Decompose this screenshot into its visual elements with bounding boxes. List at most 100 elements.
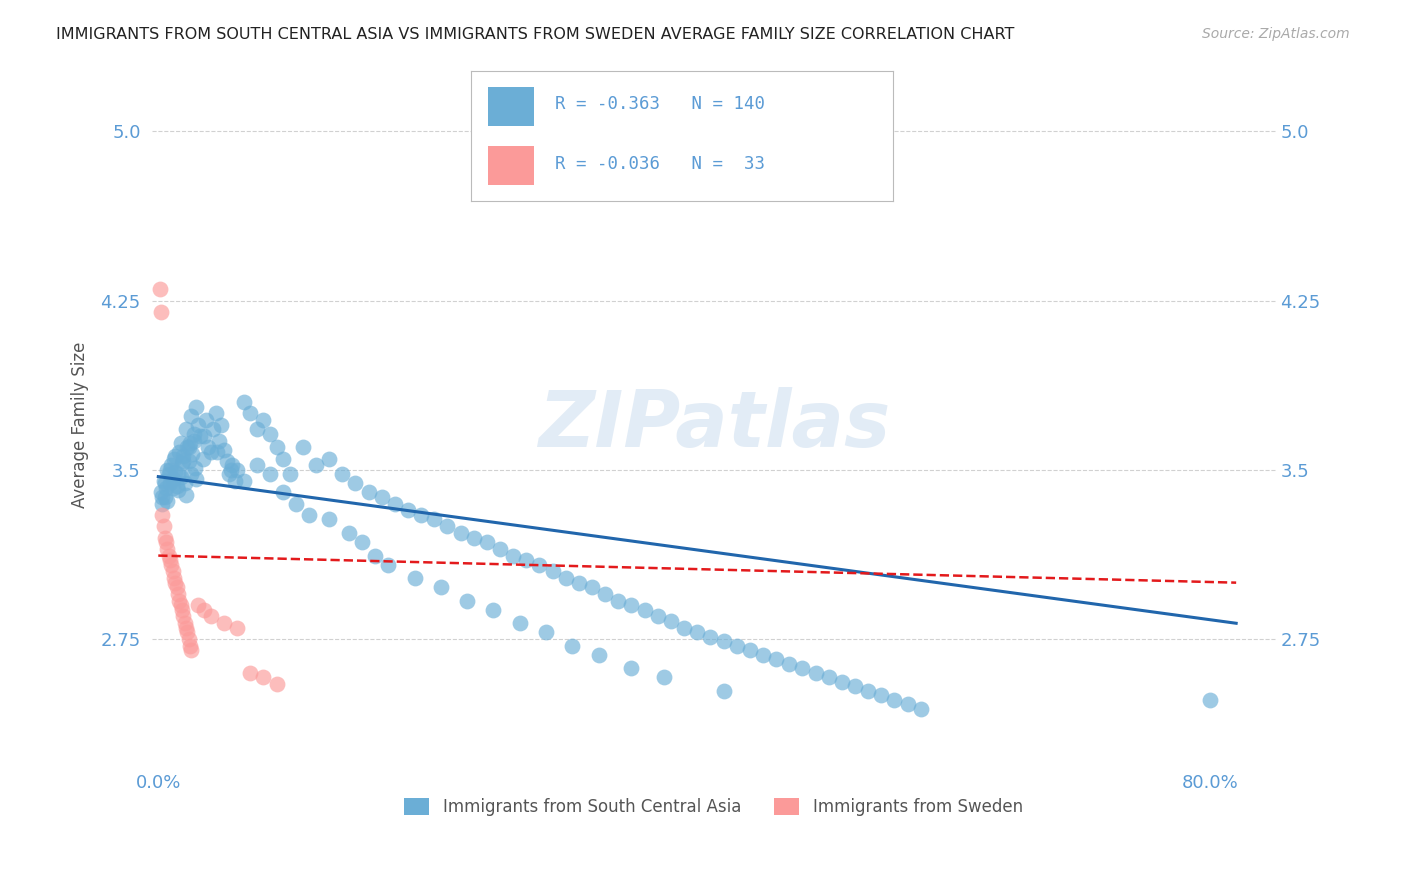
Point xyxy=(193,603,215,617)
Point xyxy=(176,440,198,454)
Point xyxy=(475,535,498,549)
Point xyxy=(165,575,187,590)
Point xyxy=(411,508,433,522)
Point xyxy=(291,440,314,454)
Point xyxy=(207,445,229,459)
Point xyxy=(149,305,172,319)
Point xyxy=(215,454,238,468)
Point xyxy=(157,467,180,482)
Point xyxy=(165,465,187,479)
Point xyxy=(169,593,191,607)
Point xyxy=(534,625,557,640)
Point xyxy=(350,535,373,549)
Point xyxy=(633,603,655,617)
Point xyxy=(149,485,172,500)
Point xyxy=(174,488,197,502)
Point xyxy=(482,603,505,617)
Point xyxy=(197,440,219,454)
Point xyxy=(588,648,610,662)
Point xyxy=(153,531,176,545)
Point xyxy=(337,526,360,541)
Point xyxy=(896,698,918,712)
Point xyxy=(581,580,603,594)
Point xyxy=(169,445,191,459)
Point xyxy=(404,571,426,585)
Point xyxy=(166,580,188,594)
Point xyxy=(152,474,174,488)
Point xyxy=(209,417,232,432)
Point xyxy=(515,553,537,567)
Point xyxy=(170,603,193,617)
Point xyxy=(593,587,616,601)
Point xyxy=(169,598,191,612)
Point xyxy=(305,458,328,473)
Point xyxy=(162,481,184,495)
Point xyxy=(149,282,172,296)
Point xyxy=(167,483,190,498)
Point xyxy=(160,558,183,572)
Point xyxy=(183,426,205,441)
Point xyxy=(686,625,709,640)
Point xyxy=(396,503,419,517)
Point xyxy=(212,442,235,457)
Point xyxy=(156,463,179,477)
Point xyxy=(318,512,340,526)
Point xyxy=(870,689,893,703)
Point xyxy=(186,472,208,486)
Point xyxy=(176,625,198,640)
Point xyxy=(183,434,205,448)
Point xyxy=(817,670,839,684)
Point xyxy=(156,494,179,508)
Point xyxy=(792,661,814,675)
Point xyxy=(713,684,735,698)
Point xyxy=(910,702,932,716)
Point xyxy=(194,413,217,427)
Point xyxy=(271,485,294,500)
Point xyxy=(384,497,406,511)
Point xyxy=(177,454,200,468)
Point xyxy=(232,395,254,409)
Point xyxy=(607,593,630,607)
Point xyxy=(259,426,281,441)
Point xyxy=(752,648,775,662)
Point xyxy=(266,440,288,454)
Bar xyxy=(488,146,534,186)
Point xyxy=(180,643,202,657)
Point xyxy=(212,616,235,631)
Point xyxy=(554,571,576,585)
Point xyxy=(463,531,485,545)
Point xyxy=(208,434,231,448)
Point xyxy=(153,476,176,491)
Point xyxy=(219,463,242,477)
Point xyxy=(647,609,669,624)
Point xyxy=(177,632,200,646)
Point xyxy=(252,413,274,427)
Point xyxy=(155,481,177,495)
Point xyxy=(456,593,478,607)
Point xyxy=(725,639,748,653)
Point xyxy=(430,580,453,594)
Point xyxy=(193,429,215,443)
Point xyxy=(831,674,853,689)
Point xyxy=(620,598,643,612)
Point xyxy=(153,490,176,504)
Point xyxy=(200,445,222,459)
Point xyxy=(489,541,512,556)
Point xyxy=(169,435,191,450)
Point xyxy=(278,467,301,482)
Point xyxy=(239,407,262,421)
Point xyxy=(364,549,387,563)
Point xyxy=(165,450,187,464)
Point xyxy=(318,451,340,466)
Point xyxy=(259,467,281,482)
Point xyxy=(163,451,186,466)
Point xyxy=(221,458,243,473)
Point xyxy=(218,467,240,482)
Point xyxy=(699,630,721,644)
Point xyxy=(226,621,249,635)
Point xyxy=(673,621,696,635)
Point xyxy=(150,490,173,504)
Point xyxy=(856,684,879,698)
Point xyxy=(181,447,204,461)
Text: R = -0.363   N = 140: R = -0.363 N = 140 xyxy=(555,95,765,113)
